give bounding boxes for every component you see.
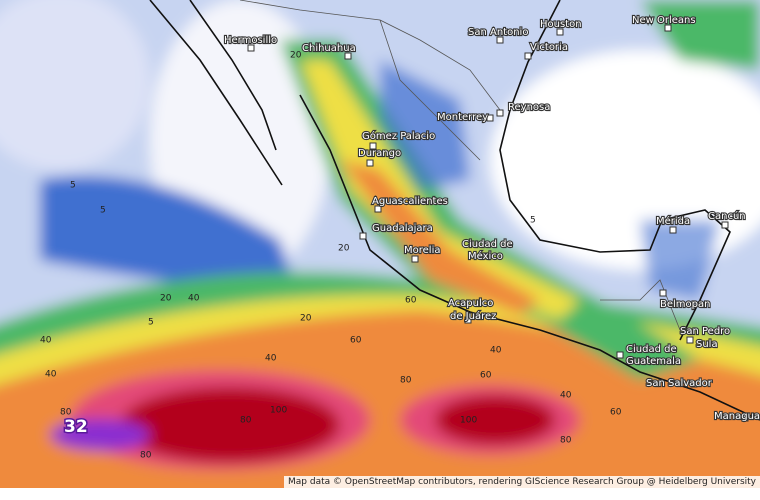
city-marker <box>556 28 564 36</box>
city-label: Acapulco <box>448 298 493 309</box>
border <box>379 19 481 161</box>
city-label: de Juárez <box>450 310 496 322</box>
city-label: México <box>468 250 503 262</box>
contour-label: 80 <box>140 451 152 461</box>
contour-label: 20 <box>300 314 312 324</box>
city-marker <box>481 252 489 260</box>
contour-label: 5 <box>148 318 154 328</box>
max-value-label: 32 <box>64 417 88 437</box>
coast <box>299 94 760 421</box>
contour-label: 60 <box>610 408 622 418</box>
contour-label: 40 <box>265 354 277 364</box>
city-marker <box>741 414 749 422</box>
city-marker <box>524 52 532 60</box>
contour-label: 80 <box>560 436 572 446</box>
city-marker <box>344 52 352 60</box>
city-marker <box>374 205 382 213</box>
contour-label: 40 <box>188 294 200 304</box>
city-label: San Pedro <box>680 326 730 337</box>
contour-label: 5 <box>530 216 536 226</box>
contour-label: 5 <box>100 206 106 216</box>
attribution: Map data © OpenStreetMap contributors, r… <box>284 476 760 488</box>
field-light <box>0 0 150 170</box>
contour-label: 20 <box>290 51 302 61</box>
field-band <box>380 60 470 190</box>
border <box>239 0 501 111</box>
labels: Hermosillo Chihuahua San Antonio Houston Vic… <box>40 14 760 461</box>
contour-label: 60 <box>480 371 492 381</box>
field-band <box>640 0 760 70</box>
field-peak <box>50 419 150 451</box>
city-label: Guadalajara <box>372 223 433 234</box>
city-label: Monterrey <box>437 112 488 123</box>
city-marker <box>690 380 698 388</box>
field-band <box>340 160 540 315</box>
city-label: Managua <box>714 411 760 422</box>
city-marker <box>486 114 494 122</box>
city-label: Morelia <box>404 245 440 256</box>
city-label: Houston <box>540 19 582 30</box>
contour-label: 100 <box>270 406 287 416</box>
contour-label: 60 <box>405 296 417 306</box>
border <box>600 279 681 331</box>
city-label: Aguascalientes <box>372 196 448 207</box>
city-label: Ciudad de <box>626 344 677 355</box>
city-marker <box>411 255 419 263</box>
city-marker <box>366 159 374 167</box>
contour-label: 40 <box>40 336 52 346</box>
contour-label: 80 <box>400 376 412 386</box>
contour-label: 40 <box>560 391 572 401</box>
precipitation-field <box>0 0 760 488</box>
city-marker <box>686 336 694 344</box>
contour-label: 20 <box>338 244 350 254</box>
city-marker <box>464 316 472 324</box>
city-marker <box>359 232 367 240</box>
coast <box>189 0 277 151</box>
field-dry <box>490 50 760 270</box>
contour-label: 40 <box>45 370 57 380</box>
city-label: Reynosa <box>508 102 550 113</box>
contour-label: 60 <box>350 336 362 346</box>
city-label: Sula <box>696 339 718 350</box>
coastline <box>149 0 760 421</box>
city-marker <box>616 351 624 359</box>
city-label: Durango <box>358 148 401 159</box>
field-band <box>300 60 580 320</box>
city-label: Belmopan <box>660 299 710 310</box>
contour-label: 100 <box>460 416 477 426</box>
city-label: Victoria <box>530 42 568 53</box>
city-marker <box>659 289 667 297</box>
city-marker <box>664 24 672 32</box>
map: Hermosillo Chihuahua San Antonio Houston Vic… <box>0 0 760 488</box>
city-marker <box>669 226 677 234</box>
borders <box>239 0 681 331</box>
city-marker <box>369 142 377 150</box>
city-marker <box>247 44 255 52</box>
contour-label: 20 <box>160 294 172 304</box>
contour-label: 80 <box>60 408 72 418</box>
contour-label: 40 <box>490 346 502 356</box>
city-label: San Antonio <box>468 27 528 38</box>
city-marker <box>496 36 504 44</box>
city-label: Hermosillo <box>224 35 277 46</box>
city-label: Chihuahua <box>302 43 356 54</box>
city-marker <box>721 221 729 229</box>
city-label: Guatemala <box>626 356 681 367</box>
city-label: Gómez Palacio <box>362 130 435 142</box>
field-band <box>40 176 300 300</box>
city-label: Mérida <box>656 215 690 227</box>
field-core <box>435 395 555 445</box>
city-label: San Salvador <box>646 378 713 389</box>
field-core <box>120 387 340 463</box>
contour-label: 80 <box>240 416 252 426</box>
city-marker <box>496 109 504 117</box>
contour-label: 5 <box>70 181 76 191</box>
city-label: New Orleans <box>632 15 696 26</box>
city-label: Ciudad de <box>462 239 513 250</box>
city-label: Cancún <box>708 210 746 222</box>
coast <box>499 0 731 341</box>
coast <box>149 0 283 186</box>
